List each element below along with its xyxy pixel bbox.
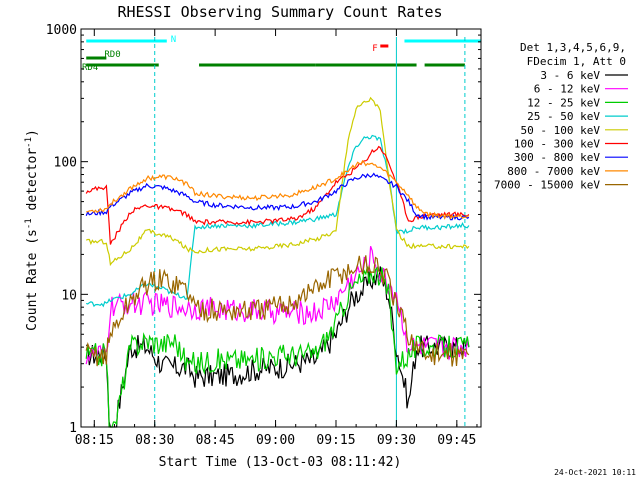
legend-header-1: Det 1,3,4,5,6,9, (520, 41, 626, 54)
x-tick-label-5: 09:30 (377, 433, 416, 448)
legend-label-1: 6 - 12 keV (534, 83, 601, 96)
chart-title: RHESSI Observing Summary Count Rates (117, 3, 442, 21)
state-label-RD0: RD0 (104, 50, 120, 60)
series-line-6 (85, 172, 470, 221)
state-label-RD4: RD4 (82, 63, 98, 73)
timestamp: 24-Oct-2021 10:11 (554, 468, 636, 477)
y-axis-label-main: Count Rate (s (25, 229, 40, 331)
series-line-7 (86, 159, 469, 220)
legend-label-5: 100 - 300 keV (514, 138, 600, 151)
series-line-2 (85, 266, 470, 428)
legend-label-6: 300 - 800 keV (514, 151, 600, 164)
series-line-8 (85, 255, 470, 367)
series-line-4 (85, 96, 470, 267)
y-tick-label-1: 10 (61, 288, 77, 303)
y-tick-label-0: 1 (69, 421, 77, 436)
x-tick-label-0: 08:15 (75, 433, 114, 448)
legend-label-0: 3 - 6 keV (540, 69, 600, 82)
legend-label-7: 800 - 7000 keV (507, 165, 600, 178)
x-tick-label-3: 09:00 (256, 433, 295, 448)
y-axis-label-close: ) (25, 129, 40, 137)
legend-label-3: 25 - 50 keV (527, 110, 600, 123)
x-tick-label-1: 08:30 (135, 433, 174, 448)
x-tick-label-4: 09:15 (316, 433, 355, 448)
y-axis-label-exp1: -1 (24, 218, 34, 229)
legend-header-2: FDecim 1, Att 0 (527, 55, 626, 68)
x-tick-label-6: 09:45 (437, 433, 476, 448)
y-axis-label-mid: detector (25, 148, 40, 219)
state-label-N: N (171, 35, 176, 45)
series-line-0 (85, 266, 470, 428)
state-label-F: F (372, 44, 377, 54)
legend-label-4: 50 - 100 keV (521, 124, 601, 137)
y-axis-label-exp2: -1 (24, 137, 34, 148)
plot-frame (80, 28, 482, 428)
x-axis-label: Start Time (13-Oct-03 08:11:42) (159, 455, 402, 470)
legend-label-8: 7000 - 15000 keV (494, 179, 600, 192)
series-line-1 (85, 245, 470, 365)
y-axis-label: Count Rate (s-1 detector-1) (24, 129, 40, 331)
legend-label-2: 12 - 25 keV (527, 96, 600, 109)
y-tick-label-3: 1000 (46, 23, 77, 38)
y-tick-label-2: 100 (54, 156, 77, 171)
x-tick-label-2: 08:45 (196, 433, 235, 448)
series-line-5 (85, 145, 470, 245)
